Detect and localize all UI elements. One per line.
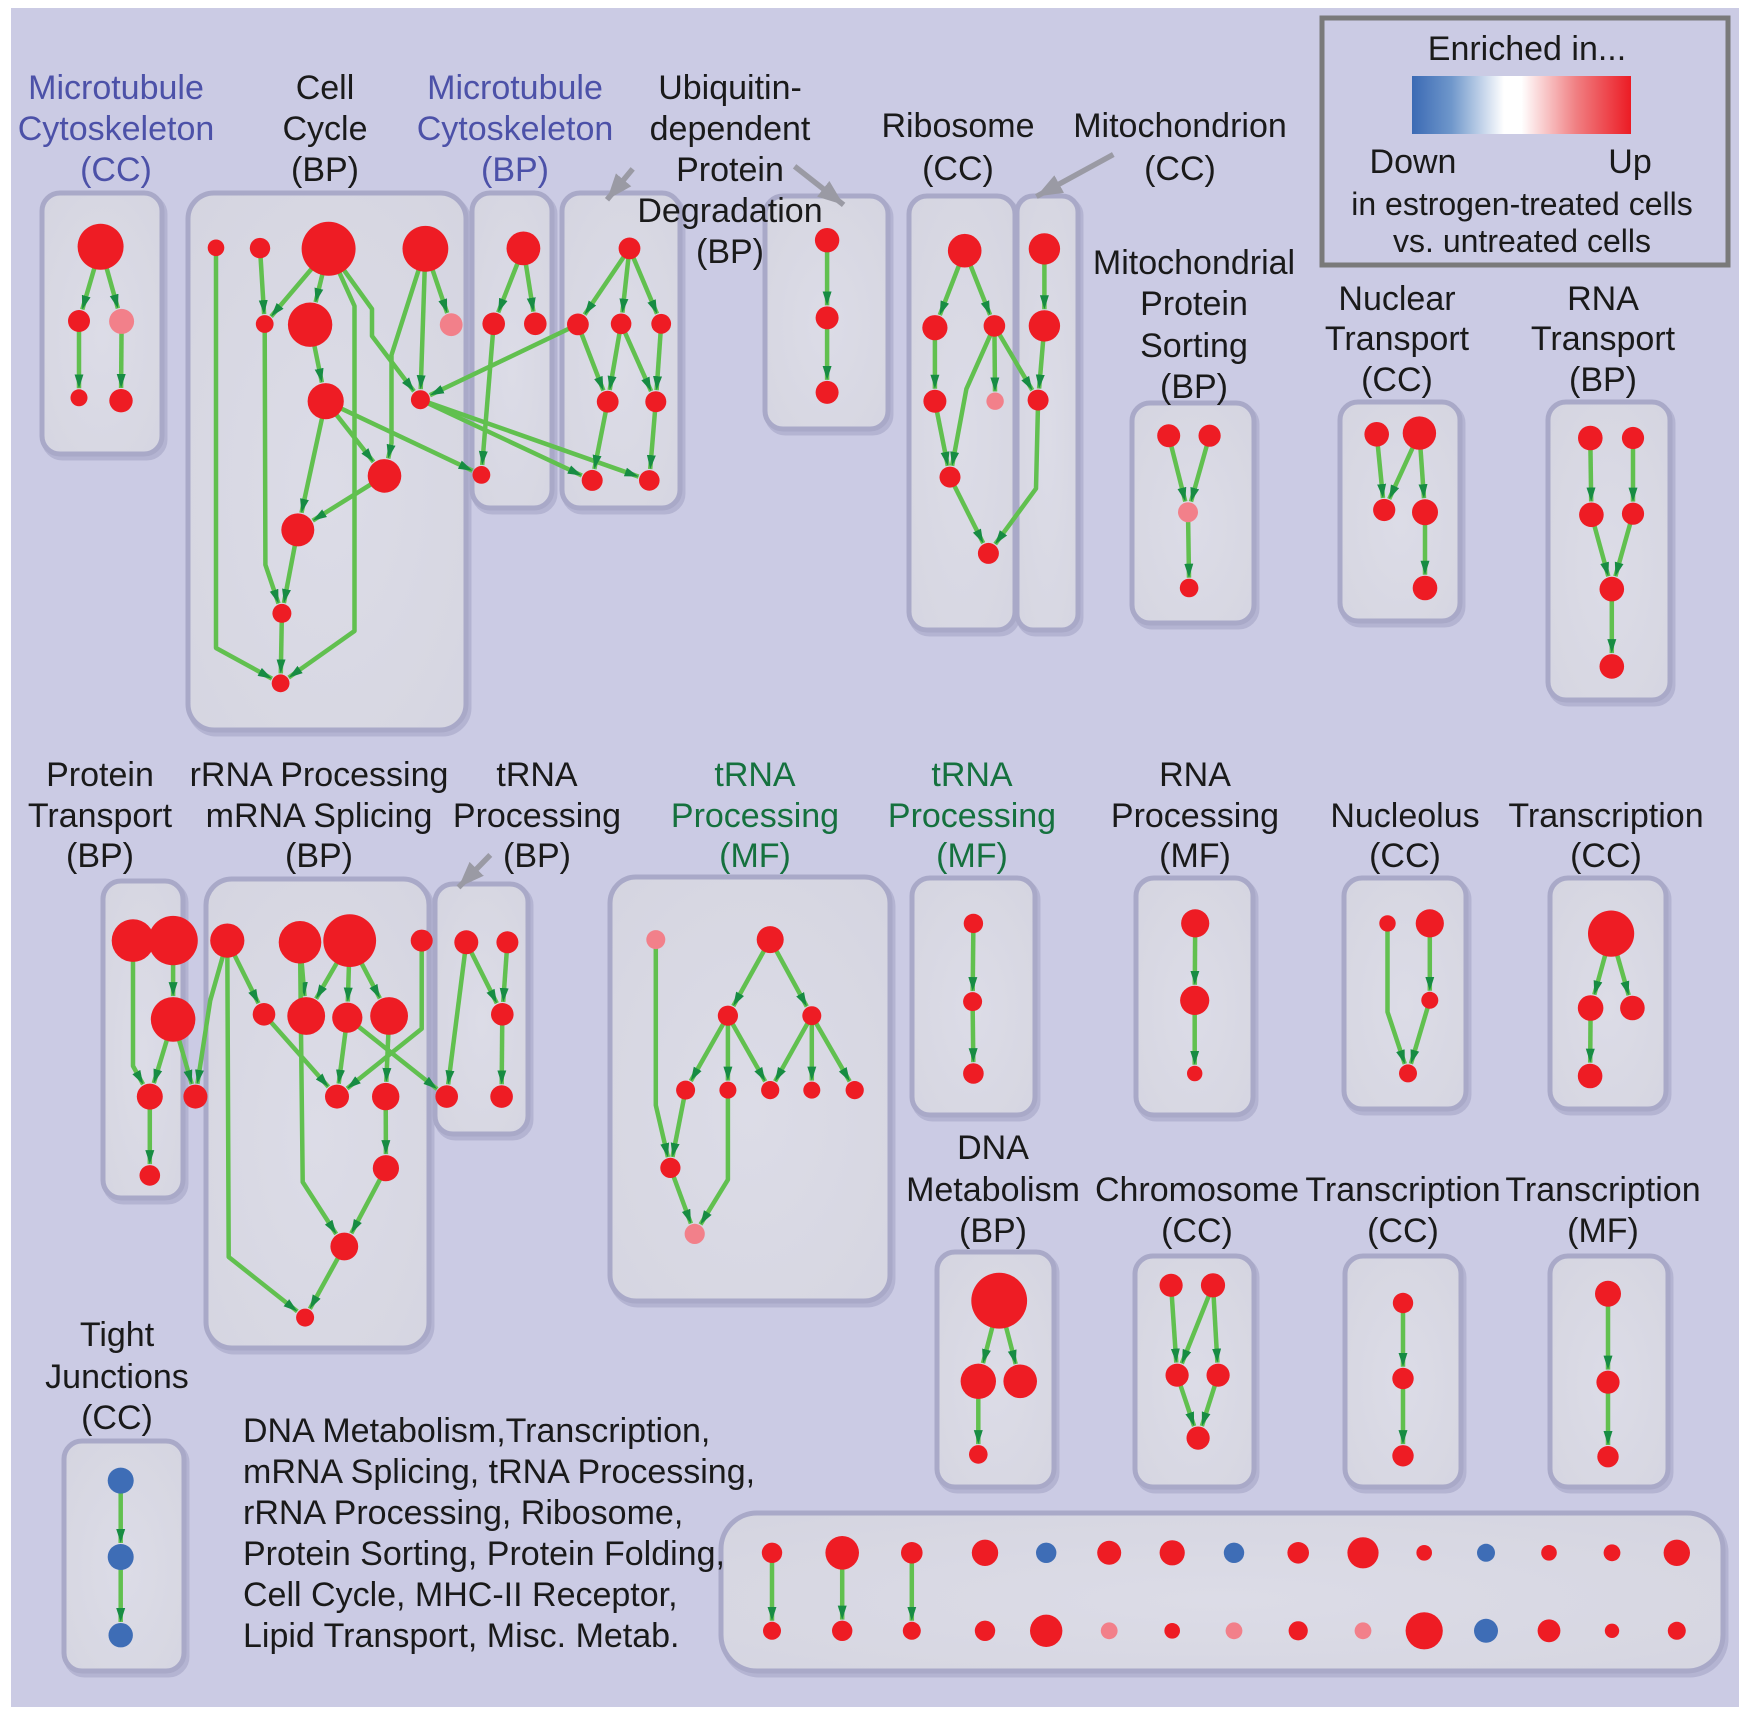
svg-text:Down: Down bbox=[1370, 143, 1457, 181]
svg-text:Protein: Protein bbox=[46, 756, 154, 794]
svg-text:Processing: Processing bbox=[453, 797, 621, 835]
svg-text:Microtubule: Microtubule bbox=[427, 69, 603, 107]
svg-text:Cytoskeleton: Cytoskeleton bbox=[18, 110, 215, 148]
svg-text:Ribosome: Ribosome bbox=[881, 107, 1034, 145]
svg-text:Transport: Transport bbox=[1325, 320, 1470, 358]
svg-text:(BP): (BP) bbox=[1569, 361, 1637, 399]
svg-text:(BP): (BP) bbox=[696, 233, 764, 271]
svg-text:mRNA Splicing: mRNA Splicing bbox=[206, 797, 433, 835]
svg-text:Chromosome: Chromosome bbox=[1095, 1171, 1299, 1209]
svg-text:(BP): (BP) bbox=[481, 151, 549, 189]
svg-text:Protein Sorting, Protein Foldi: Protein Sorting, Protein Folding, bbox=[243, 1535, 725, 1573]
svg-text:vs. untreated cells: vs. untreated cells bbox=[1393, 223, 1651, 259]
svg-text:Protein: Protein bbox=[676, 151, 784, 189]
svg-text:rRNA Processing: rRNA Processing bbox=[190, 756, 449, 794]
svg-text:Junctions: Junctions bbox=[45, 1358, 189, 1396]
svg-text:(MF): (MF) bbox=[1159, 837, 1231, 875]
svg-text:Ubiquitin-: Ubiquitin- bbox=[658, 69, 802, 107]
svg-text:Microtubule: Microtubule bbox=[28, 69, 204, 107]
svg-text:(CC): (CC) bbox=[81, 1399, 153, 1437]
svg-text:Processing: Processing bbox=[1111, 797, 1279, 835]
svg-text:Mitochondrion: Mitochondrion bbox=[1073, 107, 1287, 145]
svg-text:Enriched in...: Enriched in... bbox=[1428, 30, 1626, 68]
svg-text:rRNA Processing, Ribosome,: rRNA Processing, Ribosome, bbox=[243, 1494, 683, 1532]
svg-text:RNA: RNA bbox=[1567, 280, 1639, 318]
svg-text:Sorting: Sorting bbox=[1140, 327, 1248, 365]
svg-text:(BP): (BP) bbox=[285, 837, 353, 875]
svg-text:(BP): (BP) bbox=[1160, 368, 1228, 406]
svg-text:Protein: Protein bbox=[1140, 285, 1248, 323]
svg-text:(CC): (CC) bbox=[80, 151, 152, 189]
svg-text:RNA: RNA bbox=[1159, 756, 1231, 794]
svg-text:(MF): (MF) bbox=[719, 837, 791, 875]
svg-text:Up: Up bbox=[1608, 143, 1651, 181]
svg-text:dependent: dependent bbox=[650, 110, 811, 148]
svg-text:(BP): (BP) bbox=[291, 151, 359, 189]
svg-text:Transport: Transport bbox=[28, 797, 173, 835]
svg-text:Tight: Tight bbox=[80, 1316, 155, 1354]
svg-text:Cell: Cell bbox=[296, 69, 355, 107]
svg-text:Cell Cycle, MHC-II Receptor,: Cell Cycle, MHC-II Receptor, bbox=[243, 1576, 678, 1614]
svg-text:(CC): (CC) bbox=[922, 150, 994, 188]
svg-text:Mitochondrial: Mitochondrial bbox=[1093, 244, 1295, 282]
svg-text:tRNA: tRNA bbox=[496, 756, 578, 794]
svg-text:Cycle: Cycle bbox=[282, 110, 367, 148]
svg-text:DNA Metabolism,Transcription,: DNA Metabolism,Transcription, bbox=[243, 1412, 710, 1450]
svg-text:tRNA: tRNA bbox=[931, 756, 1013, 794]
svg-text:Degradation: Degradation bbox=[637, 192, 822, 230]
svg-text:(CC): (CC) bbox=[1144, 150, 1216, 188]
svg-text:mRNA Splicing, tRNA Processing: mRNA Splicing, tRNA Processing, bbox=[243, 1453, 755, 1491]
svg-text:Transcription: Transcription bbox=[1305, 1171, 1500, 1209]
svg-text:Nucleolus: Nucleolus bbox=[1330, 797, 1479, 835]
svg-text:(CC): (CC) bbox=[1161, 1212, 1233, 1250]
svg-text:Cytoskeleton: Cytoskeleton bbox=[417, 110, 614, 148]
svg-text:in estrogen-treated cells: in estrogen-treated cells bbox=[1351, 186, 1693, 222]
svg-text:(BP): (BP) bbox=[66, 837, 134, 875]
svg-text:(BP): (BP) bbox=[959, 1212, 1027, 1250]
svg-text:Processing: Processing bbox=[671, 797, 839, 835]
svg-text:(CC): (CC) bbox=[1361, 361, 1433, 399]
svg-text:(MF): (MF) bbox=[1567, 1212, 1639, 1250]
svg-text:(CC): (CC) bbox=[1367, 1212, 1439, 1250]
svg-text:(MF): (MF) bbox=[936, 837, 1008, 875]
svg-text:Processing: Processing bbox=[888, 797, 1056, 835]
svg-text:(BP): (BP) bbox=[503, 837, 571, 875]
svg-text:Nuclear: Nuclear bbox=[1338, 280, 1455, 318]
svg-text:DNA: DNA bbox=[957, 1129, 1029, 1167]
svg-text:Lipid Transport, Misc. Metab.: Lipid Transport, Misc. Metab. bbox=[243, 1617, 680, 1655]
svg-text:Transport: Transport bbox=[1531, 320, 1676, 358]
svg-text:Transcription: Transcription bbox=[1508, 797, 1703, 835]
svg-text:(CC): (CC) bbox=[1570, 837, 1642, 875]
svg-text:Transcription: Transcription bbox=[1505, 1171, 1700, 1209]
svg-text:tRNA: tRNA bbox=[714, 756, 796, 794]
svg-text:Metabolism: Metabolism bbox=[906, 1171, 1080, 1209]
svg-text:(CC): (CC) bbox=[1369, 837, 1441, 875]
